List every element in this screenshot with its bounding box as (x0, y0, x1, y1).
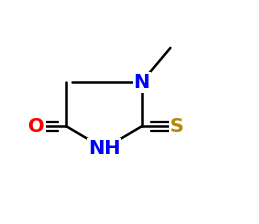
Text: N: N (134, 73, 150, 92)
Text: O: O (28, 117, 45, 136)
Text: NH: NH (88, 139, 120, 158)
Text: S: S (170, 117, 184, 136)
